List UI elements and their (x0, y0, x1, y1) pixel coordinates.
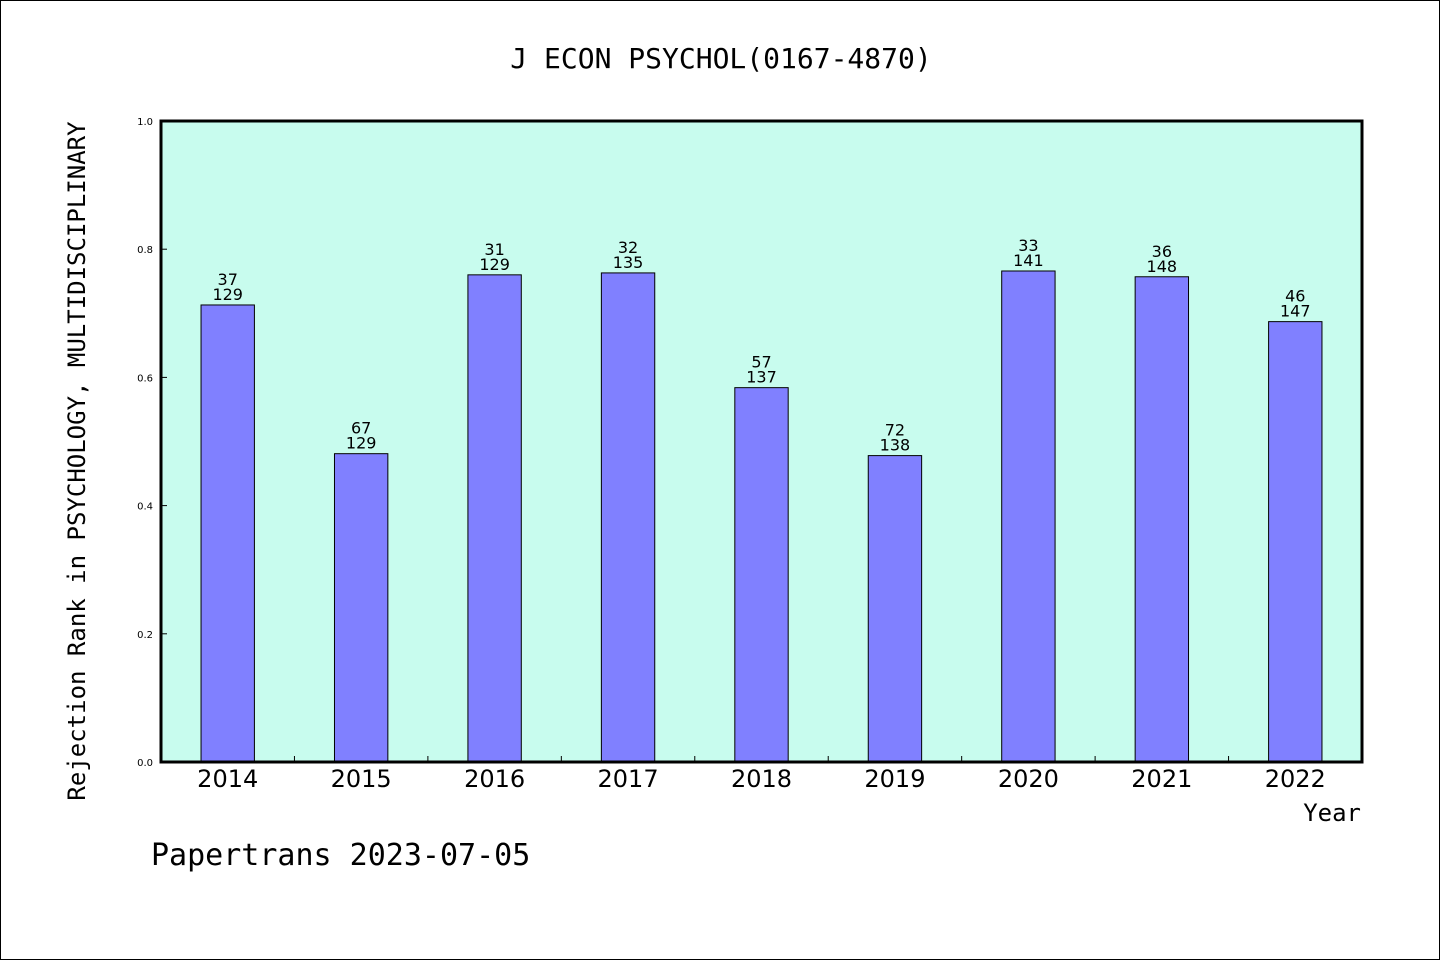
bar-2015 (333, 453, 389, 763)
bar-label-total: 129 (212, 285, 243, 304)
x-tick-label: 2019 (864, 765, 925, 793)
bar-label-rank: 36 (1152, 242, 1172, 261)
y-tick-label: 1.0 (137, 117, 153, 128)
x-axis-label: Year (1303, 799, 1361, 827)
bar-label-total: 137 (746, 368, 777, 387)
bar-label-rank: 33 (1018, 236, 1038, 255)
y-axis-label: Rejection Rank in PSYCHOLOGY, MULTIDISCI… (63, 121, 91, 801)
y-tick-label: 0.4 (137, 502, 153, 513)
bar-2018 (734, 387, 789, 763)
bar-2016 (467, 274, 522, 763)
x-axis-ticks: 2014 2015 2016 2017 2018 2019 2020 2021 2022 (197, 756, 1326, 793)
bar-2019 (867, 455, 923, 763)
x-tick-label: 2014 (197, 765, 258, 793)
x-tick-label: 2020 (998, 765, 1059, 793)
y-tick-label: 0.8 (137, 245, 153, 256)
bar-label-rank: 67 (351, 419, 371, 438)
bar-label-rank: 32 (618, 238, 638, 257)
x-tick-label: 2016 (464, 765, 525, 793)
bar-label-rank: 72 (885, 421, 905, 440)
bar-2022 (1268, 321, 1323, 763)
bar-label-rank: 31 (484, 240, 504, 259)
bar-label-rank: 37 (218, 270, 238, 289)
bar-label-total: 138 (880, 436, 911, 455)
bar-label-total: 141 (1013, 251, 1044, 270)
bar-label-rank: 46 (1285, 287, 1305, 306)
bar-label-total: 135 (613, 253, 644, 272)
plot-border (159, 119, 1364, 764)
x-tick-label: 2017 (598, 765, 659, 793)
bar-label-total: 129 (346, 434, 377, 453)
bars-group (200, 270, 1323, 763)
y-tick-label: 0.6 (137, 373, 153, 384)
footer-date-stamp: Papertrans 2023-07-05 (151, 838, 530, 873)
bar-label-total: 148 (1147, 257, 1178, 276)
bar-label-total: 147 (1280, 302, 1311, 321)
x-tick-label: 2022 (1265, 765, 1326, 793)
bar-2014 (200, 304, 255, 763)
x-tick-label: 2021 (1131, 765, 1192, 793)
x-tick-label: 2015 (331, 765, 392, 793)
bar-2020 (1001, 270, 1056, 763)
y-tick-label: 0.2 (137, 630, 153, 641)
bar-2017 (600, 272, 656, 763)
x-tick-label: 2018 (731, 765, 792, 793)
bar-label-total: 129 (479, 255, 510, 274)
y-tick-label: 0.0 (137, 758, 153, 769)
bar-2021 (1134, 276, 1190, 763)
chart-title: J ECON PSYCHOL(0167-4870) (510, 42, 931, 75)
bar-label-rank: 57 (751, 353, 771, 372)
